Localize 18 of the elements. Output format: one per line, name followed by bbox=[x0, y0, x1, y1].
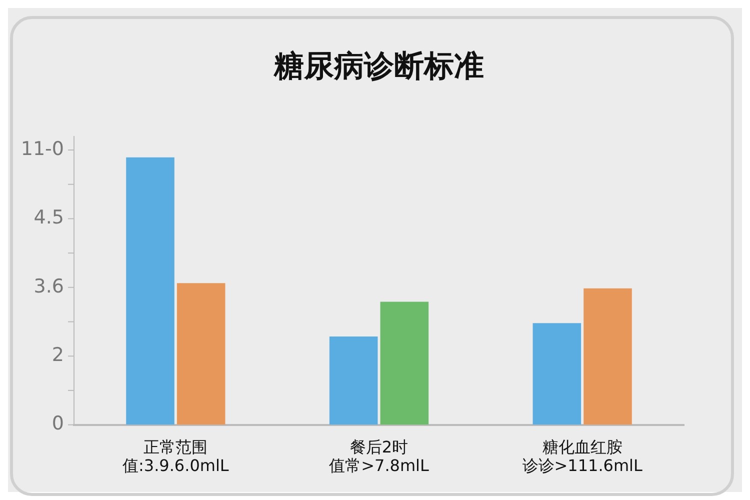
text: 诊诊>111.6mlL bbox=[522, 456, 642, 475]
x-tick-label: 糖化血红胺 bbox=[542, 438, 622, 457]
bar bbox=[584, 288, 632, 425]
bar bbox=[329, 336, 378, 425]
bar bbox=[532, 323, 582, 425]
text: 3.6 bbox=[34, 275, 64, 298]
x-tick-label: 餐后2时 bbox=[350, 438, 408, 457]
text: 值常>7.8mlL bbox=[329, 456, 429, 475]
text: 2 bbox=[52, 344, 64, 366]
text: 值:3.9.6.0mlL bbox=[122, 456, 229, 475]
x-tick-label: 正常范围 bbox=[144, 438, 208, 457]
bar bbox=[176, 283, 226, 425]
bar bbox=[380, 302, 429, 425]
text: 4.5 bbox=[34, 206, 64, 229]
text: 11-0 bbox=[20, 138, 64, 160]
bar bbox=[126, 157, 174, 425]
chart-title: 糖尿病诊断标准 bbox=[273, 48, 484, 84]
text: 0 bbox=[52, 412, 64, 435]
